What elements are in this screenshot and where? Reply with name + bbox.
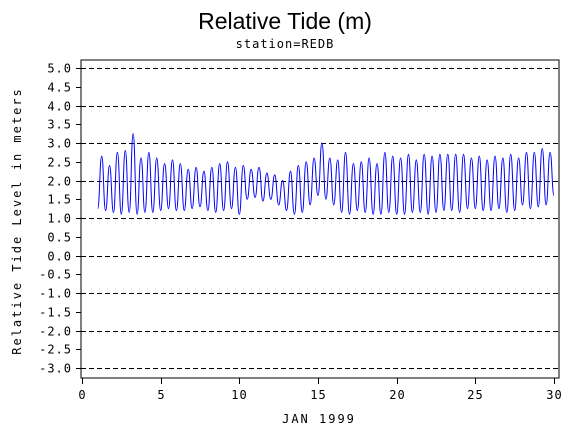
x-tick-label: 25 xyxy=(467,388,483,402)
y-axis: -3.0 -2.5 -2.0 -1.5 -1.0 -0.5 0.0 0.5 1.0 1.5 2.0 2… xyxy=(39,62,81,376)
x-tick-label: 15 xyxy=(310,388,326,402)
series-group xyxy=(97,133,555,215)
y-tick-label: 1.0 xyxy=(47,212,72,226)
y-tick-label: -2.0 xyxy=(39,325,72,339)
y-tick-label: -3.0 xyxy=(39,362,72,376)
y-tick-label: 1.5 xyxy=(47,193,72,207)
chart-subtitle: station=REDB xyxy=(236,37,335,51)
y-axis-label: Relative Tide Level in meters xyxy=(10,87,24,355)
y-tick-label: 4.0 xyxy=(47,100,72,114)
y-tick-label: -2.5 xyxy=(39,343,72,357)
series-line xyxy=(97,133,555,215)
x-axis-label: JAN 1999 xyxy=(282,412,356,426)
plot-frame xyxy=(80,59,560,379)
y-tick-label: 0.5 xyxy=(47,231,72,245)
y-tick-label: 4.5 xyxy=(47,81,72,95)
y-tick-label: 2.0 xyxy=(47,175,72,189)
y-tick-label: -1.0 xyxy=(39,287,72,301)
chart-title: Relative Tide (m) xyxy=(198,8,372,34)
x-tick-label: 5 xyxy=(157,388,165,402)
y-tick-label: -1.5 xyxy=(39,306,72,320)
gridlines xyxy=(81,68,559,369)
x-tick-label: 20 xyxy=(389,388,405,402)
y-tick-label: 3.0 xyxy=(47,137,72,151)
x-tick-label: 0 xyxy=(78,388,86,402)
x-axis: 0 5 10 15 20 25 30 xyxy=(78,378,562,402)
y-tick-label: 0.0 xyxy=(47,250,72,264)
x-tick-label: 10 xyxy=(231,388,247,402)
y-tick-label: 3.5 xyxy=(47,118,72,132)
y-tick-label: 5.0 xyxy=(47,62,72,76)
x-tick-label: 30 xyxy=(546,388,562,402)
y-tick-label: 2.5 xyxy=(47,156,72,170)
y-tick-label: -0.5 xyxy=(39,268,72,282)
